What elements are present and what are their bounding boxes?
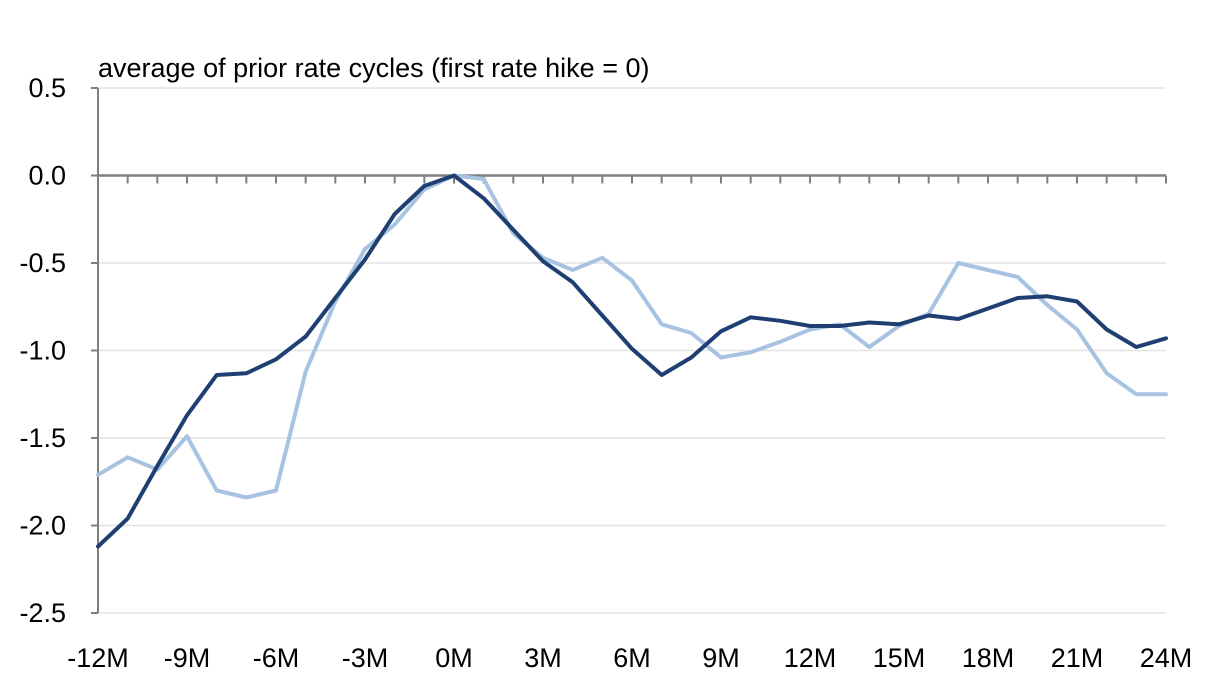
x-tick-label: 9M [702,643,740,673]
y-tick-label: 0.0 [28,161,66,191]
chart-subtitle: average of prior rate cycles (first rate… [98,53,649,83]
y-tick-label: -1.5 [19,423,66,453]
y-tick-label: -1.0 [19,336,66,366]
x-tick-label: -6M [253,643,300,673]
y-tick-label: -2.0 [19,511,66,541]
x-tick-label: 0M [435,643,473,673]
x-tick-label: -3M [342,643,389,673]
x-tick-label: 12M [784,643,837,673]
series-line-1 [96,173,1168,549]
x-tick-label: 15M [873,643,926,673]
x-tick-label: -9M [164,643,211,673]
x-tick-label: -12M [67,643,129,673]
y-tick-label: -0.5 [19,248,66,278]
y-tick-labels: 0.5 0.0 -0.5 -1.0 -1.5 -2.0 -2.5 [19,73,66,628]
x-tick-label: 24M [1140,643,1193,673]
x-tick-labels: -12M -9M -6M -3M 0M 3M 6M 9M 12M 15M 18M 21M 24M [67,643,1192,673]
y-tick-label: -2.5 [19,598,66,628]
y-tick-label: 0.5 [28,73,66,103]
x-tick-label: 18M [962,643,1015,673]
series-line-2 [96,173,1168,500]
x-tick-label: 3M [524,643,562,673]
series-lines [96,173,1168,549]
axes [91,87,1167,614]
x-tick-label: 21M [1051,643,1104,673]
x-tick-label: 6M [613,643,651,673]
